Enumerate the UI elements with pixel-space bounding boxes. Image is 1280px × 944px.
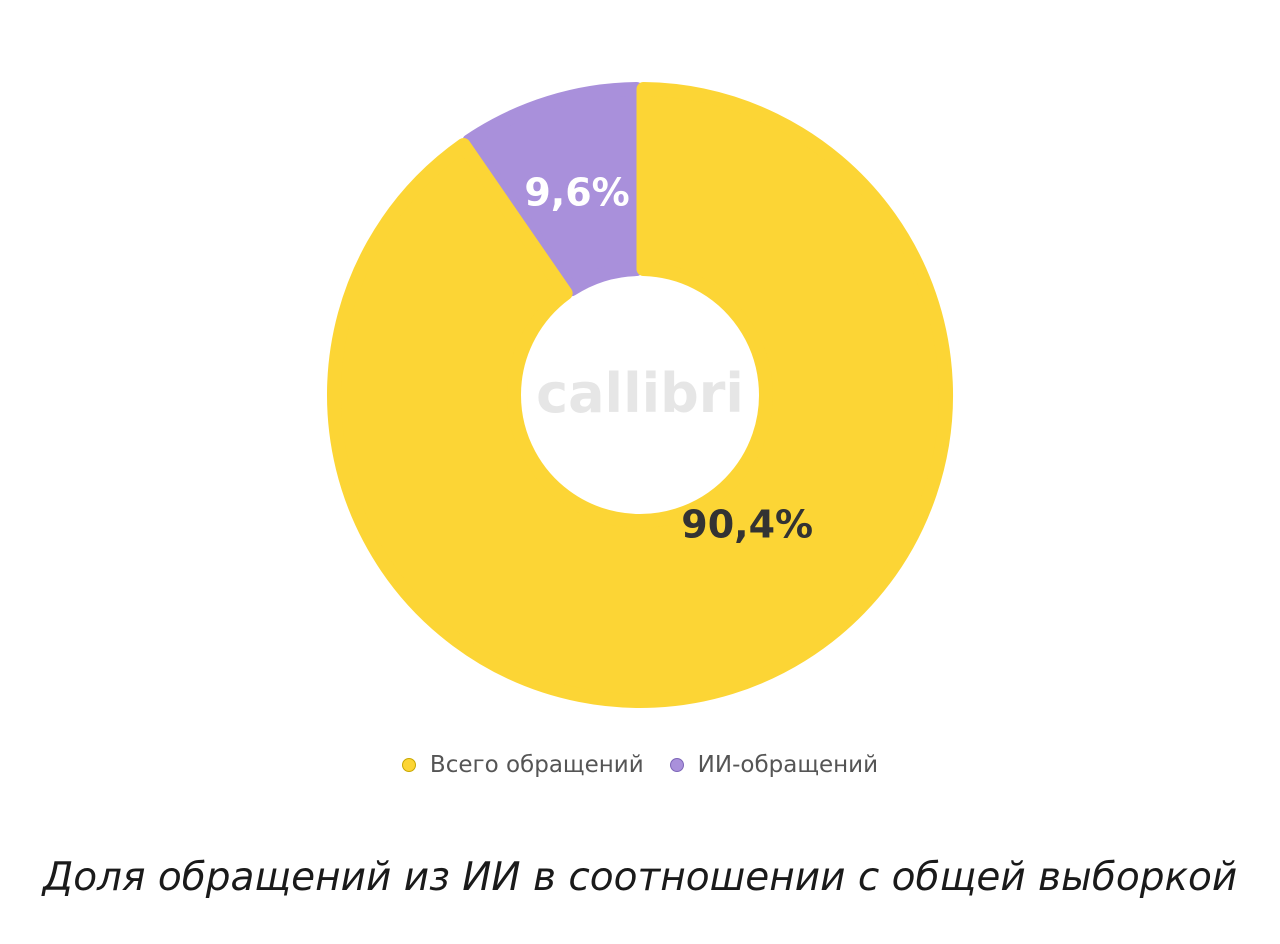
legend-label-total: Всего обращений — [429, 752, 644, 778]
legend-label-ai: ИИ-обращений — [697, 752, 879, 778]
donut-slices — [326, 82, 953, 708]
legend-marker-ai — [669, 758, 684, 772]
slice-0 — [326, 82, 953, 708]
data-labels: 9,6% 90,4% — [524, 171, 813, 547]
donut-chart: callibri 9,6% 90,4% — [326, 82, 953, 708]
watermark-text: callibri — [536, 362, 744, 425]
data-label-1: 9,6% — [524, 171, 629, 215]
chart-caption: Доля обращений из ИИ в соотношении с общ… — [42, 855, 1238, 900]
data-label-0: 90,4% — [681, 502, 813, 546]
legend-item-total: Всего обращений — [401, 752, 644, 778]
slice-1 — [462, 82, 644, 297]
legend-item-ai: ИИ-обращений — [669, 752, 879, 778]
chart-legend: Всего обращений ИИ-обращений — [0, 752, 1280, 778]
watermark-logo: callibri — [536, 362, 744, 425]
legend-marker-total — [401, 758, 416, 772]
